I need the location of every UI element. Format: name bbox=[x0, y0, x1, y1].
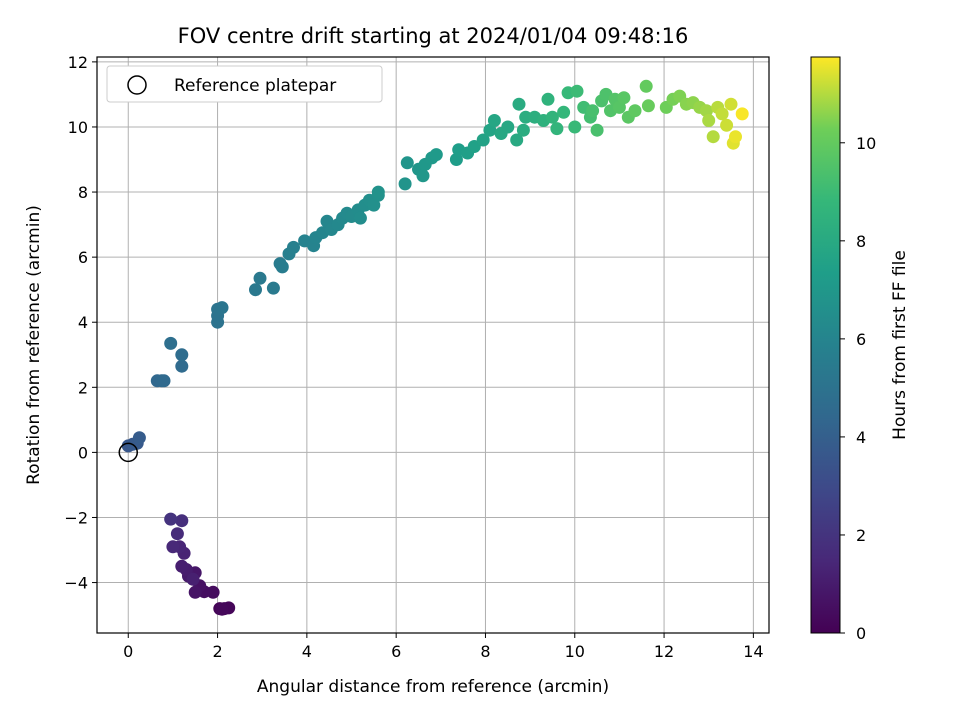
x-tick-label: 6 bbox=[391, 642, 401, 661]
scatter-point bbox=[175, 559, 189, 573]
scatter-point bbox=[353, 211, 367, 225]
colorbar bbox=[810, 56, 841, 634]
scatter-point bbox=[590, 123, 604, 137]
scatter-point bbox=[519, 110, 533, 124]
scatter-point bbox=[550, 122, 564, 136]
x-axis-ticks: 0 2 4 6 8 10 12 14 bbox=[123, 633, 764, 661]
scatter-point bbox=[735, 107, 749, 121]
colorbar-tick-label: 0 bbox=[856, 624, 866, 643]
scatter-point bbox=[132, 431, 146, 445]
y-tick-label: −2 bbox=[64, 508, 88, 527]
scatter-point bbox=[166, 540, 180, 554]
legend-box bbox=[106, 65, 383, 103]
scatter-point bbox=[568, 120, 582, 134]
scatter-point bbox=[164, 512, 178, 526]
y-tick-label: −4 bbox=[64, 574, 88, 593]
y-tick-label: 4 bbox=[78, 313, 88, 332]
scatter-point bbox=[266, 281, 280, 295]
scatter-point bbox=[487, 114, 501, 127]
x-tick-label: 4 bbox=[302, 642, 312, 661]
scatter-point bbox=[557, 105, 571, 119]
y-tick-label: 2 bbox=[78, 378, 88, 397]
legend: Reference platepar bbox=[106, 65, 383, 103]
scatter-point bbox=[275, 260, 289, 274]
scatter-point bbox=[215, 301, 229, 315]
colorbar-ticks: 0 2 4 6 8 10 bbox=[840, 134, 876, 643]
scatter-point bbox=[715, 107, 729, 121]
chart-title: FOV centre drift starting at 2024/01/04 … bbox=[178, 24, 689, 48]
scatter-point bbox=[449, 153, 463, 166]
scatter-point bbox=[429, 148, 443, 162]
scatter-point bbox=[249, 283, 262, 297]
scatter-point bbox=[639, 79, 653, 93]
scatter-point bbox=[164, 336, 178, 350]
scatter-point bbox=[612, 100, 626, 114]
y-tick-label: 12 bbox=[68, 53, 88, 72]
scatter-point bbox=[541, 92, 555, 106]
scatter-point bbox=[215, 602, 229, 616]
scatter-point bbox=[253, 271, 267, 285]
y-tick-label: 10 bbox=[68, 118, 88, 137]
scatter-point bbox=[170, 527, 184, 541]
scatter-point bbox=[287, 240, 300, 254]
scatter-point bbox=[398, 177, 412, 191]
scatter-point bbox=[510, 133, 524, 147]
scatter-point bbox=[570, 84, 584, 98]
x-tick-label: 10 bbox=[565, 642, 585, 661]
scatter-point bbox=[175, 359, 189, 373]
colorbar-label: Hours from first FF file bbox=[890, 250, 910, 440]
scatter-point bbox=[729, 130, 742, 144]
y-tick-label: 0 bbox=[78, 443, 88, 462]
grid-lines bbox=[97, 57, 769, 633]
scatter-point bbox=[706, 130, 720, 144]
scatter-point bbox=[371, 185, 385, 199]
scatter-point bbox=[483, 123, 497, 137]
scatter-point bbox=[157, 374, 171, 388]
x-tick-label: 14 bbox=[743, 642, 763, 661]
scatter-point bbox=[724, 97, 738, 111]
scatter-point bbox=[617, 91, 631, 105]
x-tick-label: 12 bbox=[654, 642, 674, 661]
scatter-point bbox=[416, 169, 430, 183]
y-tick-label: 6 bbox=[78, 248, 88, 267]
legend-label: Reference platepar bbox=[174, 76, 336, 96]
scatter-point bbox=[501, 120, 515, 134]
colorbar-tick-label: 8 bbox=[856, 232, 866, 251]
y-tick-label: 8 bbox=[78, 183, 88, 202]
scatter-point bbox=[175, 348, 189, 362]
scatter-point bbox=[175, 514, 189, 528]
scatter-point bbox=[702, 114, 716, 127]
scatter-point bbox=[512, 97, 526, 111]
plot-frame bbox=[96, 56, 770, 634]
scatter-point bbox=[367, 198, 381, 212]
scatter-points bbox=[121, 79, 749, 616]
legend-marker bbox=[127, 75, 147, 95]
scatter-point bbox=[467, 140, 481, 153]
scatter-point bbox=[516, 123, 530, 137]
scatter-point bbox=[188, 585, 202, 599]
scatter-point bbox=[700, 104, 713, 118]
x-tick-label: 0 bbox=[123, 642, 133, 661]
scatter-point bbox=[476, 133, 490, 147]
y-axis-ticks: −4 −2 0 2 4 6 8 10 12 bbox=[64, 53, 97, 593]
y-axis-label: Rotation from reference (arcmin) bbox=[24, 205, 44, 485]
colorbar-tick-label: 2 bbox=[856, 526, 866, 545]
scatter-point bbox=[720, 118, 734, 132]
scatter-point bbox=[400, 156, 414, 170]
x-axis-label: Angular distance from reference (arcmin) bbox=[257, 677, 609, 697]
scatter-point bbox=[186, 572, 200, 586]
scatter-point bbox=[545, 110, 559, 124]
reference-marker bbox=[118, 442, 139, 463]
scatter-point bbox=[641, 99, 655, 113]
scatter-point bbox=[586, 104, 600, 118]
colorbar-tick-label: 10 bbox=[856, 134, 876, 153]
colorbar-tick-label: 6 bbox=[856, 330, 866, 349]
colorbar-tick-label: 4 bbox=[856, 428, 866, 447]
x-tick-label: 2 bbox=[212, 642, 222, 661]
x-tick-label: 8 bbox=[480, 642, 490, 661]
scatter-point bbox=[628, 104, 642, 118]
